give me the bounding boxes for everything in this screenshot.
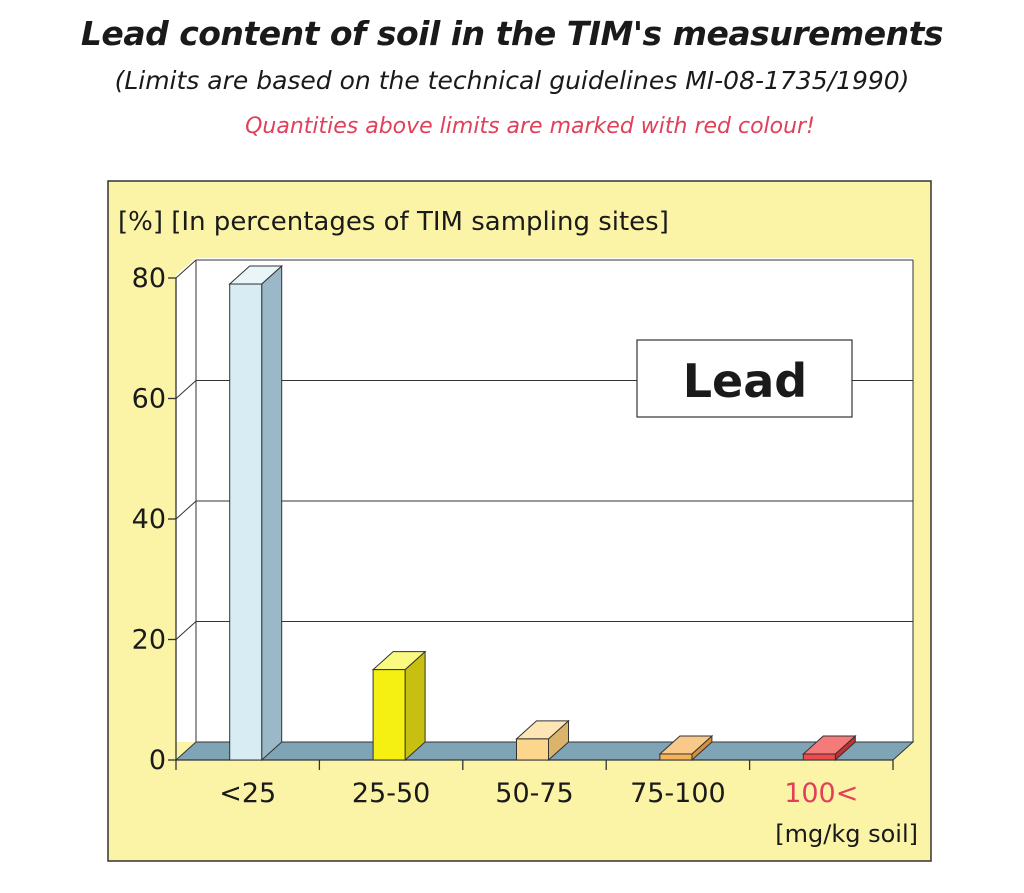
bars <box>228 264 857 762</box>
y-tick-label: 0 <box>149 745 166 776</box>
bar-front <box>229 283 263 761</box>
x-ticks: <25 25-50 50-75 75-100 100< <box>175 760 894 809</box>
y-tick-label: 60 <box>132 384 166 415</box>
bar-side <box>404 650 426 762</box>
gridline <box>175 380 197 399</box>
y-tick-label: 20 <box>132 625 166 656</box>
plot-area <box>176 258 913 742</box>
page-title: Lead content of soil in the TIM's measur… <box>80 14 944 53</box>
gridline <box>175 259 197 279</box>
legend-label: Lead <box>683 354 807 408</box>
bar <box>228 264 284 762</box>
gridline <box>175 500 197 520</box>
y-ticks: 0 20 40 60 80 <box>132 263 176 776</box>
x-tick-label: 25-50 <box>352 778 430 809</box>
gridlines <box>175 259 913 640</box>
legend: Lead <box>636 339 853 418</box>
x-tick-label: 50-75 <box>495 778 573 809</box>
x-tick-label: 75-100 <box>630 778 726 809</box>
x-tick-label: 100< <box>784 778 858 809</box>
y-tick-label: 80 <box>132 263 166 294</box>
y-axis-title: [%] [In percentages of TIM sampling site… <box>118 207 669 237</box>
bar <box>801 734 857 762</box>
bar-side <box>261 264 283 762</box>
limit-note: Quantities above limits are marked with … <box>245 114 815 139</box>
gridline <box>175 621 197 640</box>
bar <box>658 734 714 762</box>
bar <box>515 719 570 762</box>
bar-front <box>516 738 549 761</box>
bar-front <box>372 669 406 761</box>
bar-front <box>659 753 693 761</box>
page-subtitle: (Limits are based on the technical guide… <box>114 66 910 95</box>
x-axis-title: [mg/kg soil] <box>775 820 918 848</box>
legend-box <box>636 339 853 418</box>
x-tick-label: <25 <box>219 778 276 809</box>
bar <box>371 650 427 762</box>
y-tick-label: 40 <box>132 504 166 535</box>
bar-front <box>802 753 836 761</box>
